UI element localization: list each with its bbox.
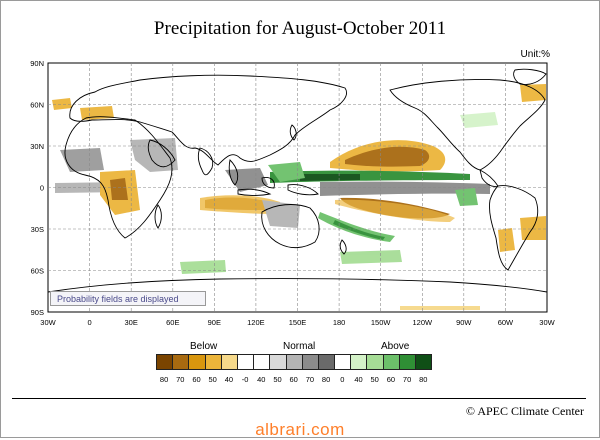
legend-label: 50 [208,375,217,384]
coastlines [47,68,548,293]
lon-label: 120W [413,318,434,327]
legend-swatch [285,354,303,370]
legend-label: 70 [176,375,185,384]
legend-label: 40 [354,375,363,384]
legend-label: 60 [289,375,298,384]
unit-label: Unit:% [520,49,550,60]
legend-swatch [366,354,384,370]
legend-swatch [253,354,271,370]
legend-label: -0 [241,375,249,384]
legend-swatch [415,354,433,370]
legend-swatch [188,354,206,370]
legend-swatch [172,354,190,370]
legend-label: 40 [257,375,266,384]
legend-swatch [204,354,222,370]
lat-label: 90S [31,308,44,317]
shading-layer [52,84,546,310]
legend-label: 80 [321,375,331,384]
lon-label: 120E [247,318,265,327]
credit-text: © APEC Climate Center [465,404,584,418]
lon-label: 0 [88,318,92,327]
lat-label: 0 [40,184,44,193]
lat-label: 30S [31,225,44,234]
lon-label: 150W [371,318,392,327]
map-title: Precipitation for August-October 2011 [153,18,447,39]
lat-label: 90N [30,59,44,68]
legend-label: 80 [419,375,428,384]
legend-swatch [156,354,174,370]
legend-swatch [220,354,238,370]
lon-label: 60W [498,318,514,327]
legend-above-caption: Above [381,341,410,352]
lon-label: 30E [125,318,138,327]
legend-swatch [236,354,255,370]
legend-swatch [317,354,336,370]
lon-label: 150E [289,318,307,327]
legend-swatches [156,354,433,372]
legend-normal-caption: Normal [283,341,316,352]
legend-swatch [269,354,287,370]
lat-label: 60S [31,267,44,276]
legend-swatch [301,354,319,370]
probability-note: Probability fields are displayed [50,291,206,306]
legend-swatch [382,354,400,370]
legend-label: 70 [402,375,412,384]
legend-swatch [350,354,368,370]
legend-label: 40 [224,375,234,384]
legend-label: 0 [340,375,345,384]
lon-label: 90E [208,318,221,327]
longitude-labels: 30W 0 30E 60E 90E 120E 150E 180 150W 120… [40,318,555,327]
legend-below-caption: Below [190,341,218,352]
legend-swatch [334,354,352,370]
lon-label: 30W [539,318,555,327]
lon-label: 180 [333,318,346,327]
legend-label: 70 [305,375,315,384]
lat-label: 30N [30,142,44,151]
latitude-labels: 90N 60N 30N 0 30S 60S 90S [30,59,44,317]
legend-swatch [398,354,416,370]
legend-label: 50 [273,375,282,384]
lon-label: 60E [166,318,179,327]
watermark: albrari.com [255,420,345,439]
lon-label: 30W [40,318,56,327]
footer-rule [12,398,586,399]
legend-label: 60 [192,375,201,384]
legend-label: 80 [159,375,169,384]
lat-label: 60N [30,101,44,110]
legend-label: 60 [386,375,396,384]
legend-label: 50 [370,375,379,384]
lon-label: 90W [456,318,472,327]
